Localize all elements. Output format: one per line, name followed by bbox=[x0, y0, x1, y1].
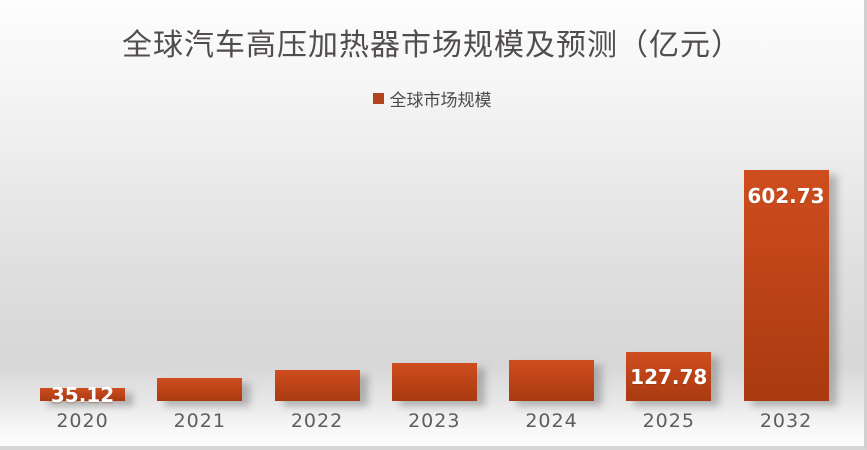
bar-2021 bbox=[157, 378, 243, 401]
data-label-2025: 127.78 bbox=[630, 364, 708, 389]
x-axis-label-2025: 2025 bbox=[642, 410, 695, 432]
bar-2025: 127.78 bbox=[626, 352, 712, 401]
legend-marker-square bbox=[372, 93, 384, 104]
bar-2032: 602.73 bbox=[743, 170, 829, 401]
legend: 全球市场规模 bbox=[0, 86, 864, 111]
bar-2024 bbox=[509, 360, 594, 401]
x-axis-label-2024: 2024 bbox=[525, 410, 578, 432]
bar-2023 bbox=[391, 363, 477, 401]
data-label-2020: 35.12 bbox=[50, 382, 115, 407]
legend-series-label: 全球市场规模 bbox=[389, 91, 492, 111]
chart-title: 全球汽车高压加热器市场规模及预测（亿元） bbox=[122, 28, 742, 63]
bar-2022 bbox=[274, 370, 360, 401]
x-axis-label-2032: 2032 bbox=[759, 410, 813, 432]
data-label-2032: 602.73 bbox=[747, 184, 825, 208]
x-axis-label-2022: 2022 bbox=[290, 410, 344, 432]
x-axis-label-2021: 2021 bbox=[173, 410, 226, 432]
x-axis-label-2020: 2020 bbox=[56, 410, 109, 432]
bar-2020: 35.12 bbox=[40, 383, 125, 407]
x-axis-label-2023: 2023 bbox=[408, 410, 461, 432]
